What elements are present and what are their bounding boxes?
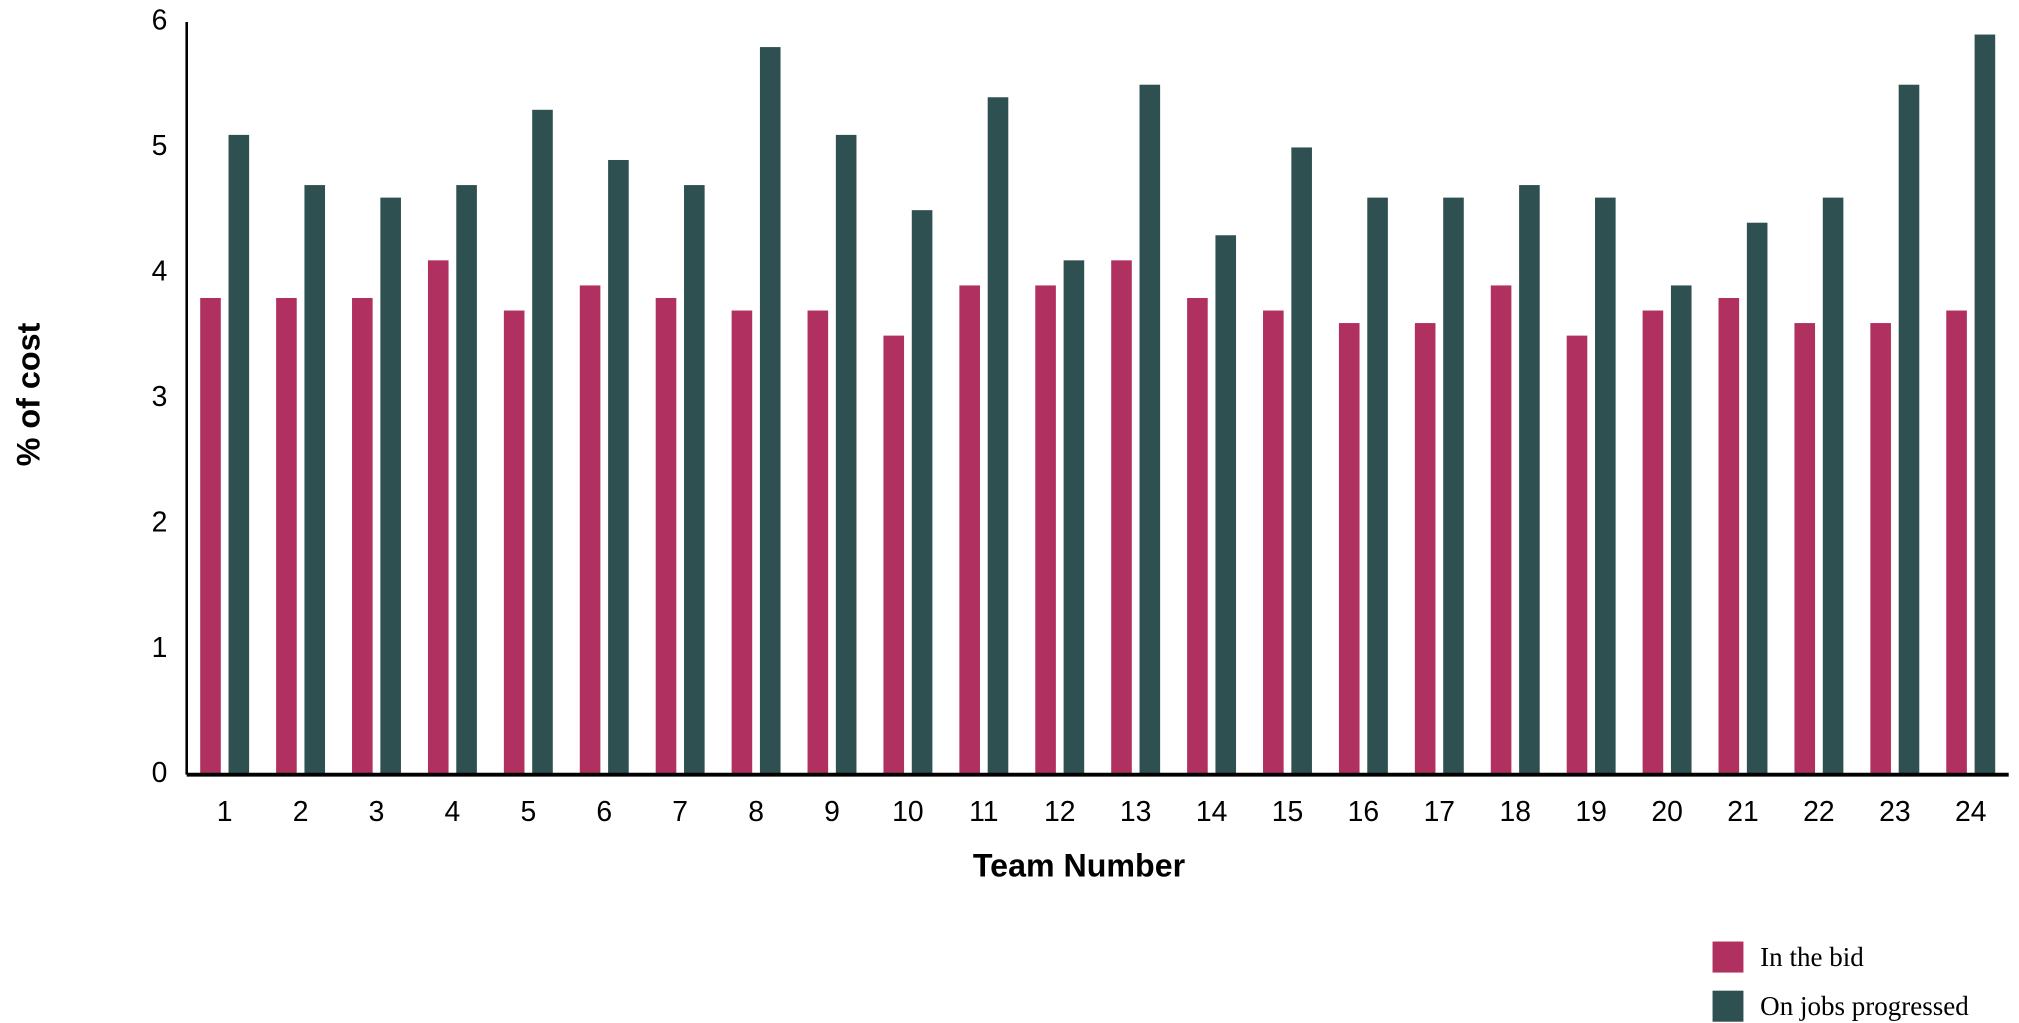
bar (655, 297, 677, 775)
bar (1035, 285, 1056, 775)
bar (456, 185, 477, 775)
bar (503, 310, 525, 775)
bar (380, 197, 401, 775)
bar (759, 47, 781, 775)
bar (883, 335, 905, 775)
bar (684, 185, 705, 775)
x-tick-label: 13 (1120, 796, 1151, 828)
bar (1443, 197, 1464, 775)
y-tick-label: 4 (152, 255, 168, 287)
x-tick-label: 19 (1575, 796, 1606, 828)
y-tick-label: 1 (152, 632, 168, 664)
x-tick-label: 10 (892, 796, 923, 828)
x-tick-label: 2 (293, 796, 309, 828)
bar (200, 297, 221, 775)
bar (1414, 323, 1436, 775)
x-tick-label: 16 (1348, 796, 1379, 828)
bar (1566, 335, 1588, 775)
x-tick-label: 1 (217, 796, 233, 828)
bar (1974, 34, 1996, 775)
x-tick-label: 3 (369, 796, 385, 828)
bar (1718, 297, 1740, 775)
bar (1670, 285, 1692, 775)
y-tick-label: 2 (152, 506, 168, 538)
bar (1263, 310, 1284, 775)
bar (987, 97, 1009, 775)
bar (304, 185, 326, 775)
bar (731, 310, 753, 775)
bar (835, 134, 857, 775)
x-tick-label: 14 (1196, 796, 1227, 828)
bar (1870, 323, 1891, 775)
bar (807, 310, 829, 775)
bar (959, 285, 980, 775)
y-axis-title: % of cost (10, 322, 46, 466)
bar (352, 297, 373, 775)
bar (1063, 260, 1085, 775)
x-tick-label: 17 (1424, 796, 1455, 828)
x-tick-label: 18 (1499, 796, 1530, 828)
bar (228, 134, 250, 775)
x-tick-label: 9 (824, 796, 840, 828)
x-tick-label: 21 (1727, 796, 1758, 828)
bar (532, 109, 553, 775)
bar (1111, 260, 1132, 775)
bar (1746, 222, 1768, 775)
bar (1187, 297, 1208, 775)
x-tick-label: 11 (969, 796, 998, 828)
x-tick-label: 5 (520, 796, 536, 828)
legend-label: On jobs progressed (1760, 991, 1969, 1021)
bar (1519, 185, 1540, 775)
bar (911, 210, 933, 775)
x-tick-label: 12 (1044, 796, 1075, 828)
x-tick-label: 15 (1272, 796, 1303, 828)
bar (608, 159, 629, 775)
bar (1946, 310, 1967, 775)
x-axis-title: Team Number (973, 847, 1186, 883)
bar (1367, 197, 1388, 775)
x-tick-label: 24 (1955, 796, 1986, 828)
bar (1898, 84, 1920, 775)
y-tick-label: 6 (152, 4, 168, 36)
y-tick-label: 3 (152, 381, 168, 413)
x-tick-label: 6 (596, 796, 612, 828)
x-tick-label: 22 (1803, 796, 1834, 828)
bar (579, 285, 601, 775)
legend-label: In the bid (1760, 942, 1864, 972)
y-tick-label: 5 (152, 130, 168, 162)
x-tick-label: 8 (748, 796, 764, 828)
bar (1215, 235, 1237, 775)
legend-swatch (1712, 941, 1744, 973)
bar (1595, 197, 1616, 775)
bar (1338, 323, 1360, 775)
x-tick-label: 4 (445, 796, 461, 828)
bar (1794, 323, 1816, 775)
legend-swatch (1712, 990, 1744, 1022)
bar (1291, 147, 1312, 775)
x-tick-label: 23 (1879, 796, 1910, 828)
bar (276, 297, 297, 775)
bar (427, 260, 449, 775)
bar (1822, 197, 1844, 775)
x-tick-label: 20 (1651, 796, 1682, 828)
bar (1139, 84, 1161, 775)
y-tick-label: 0 (152, 757, 168, 789)
bar (1490, 285, 1512, 775)
x-tick-label: 7 (672, 796, 688, 828)
bar (1642, 310, 1664, 775)
